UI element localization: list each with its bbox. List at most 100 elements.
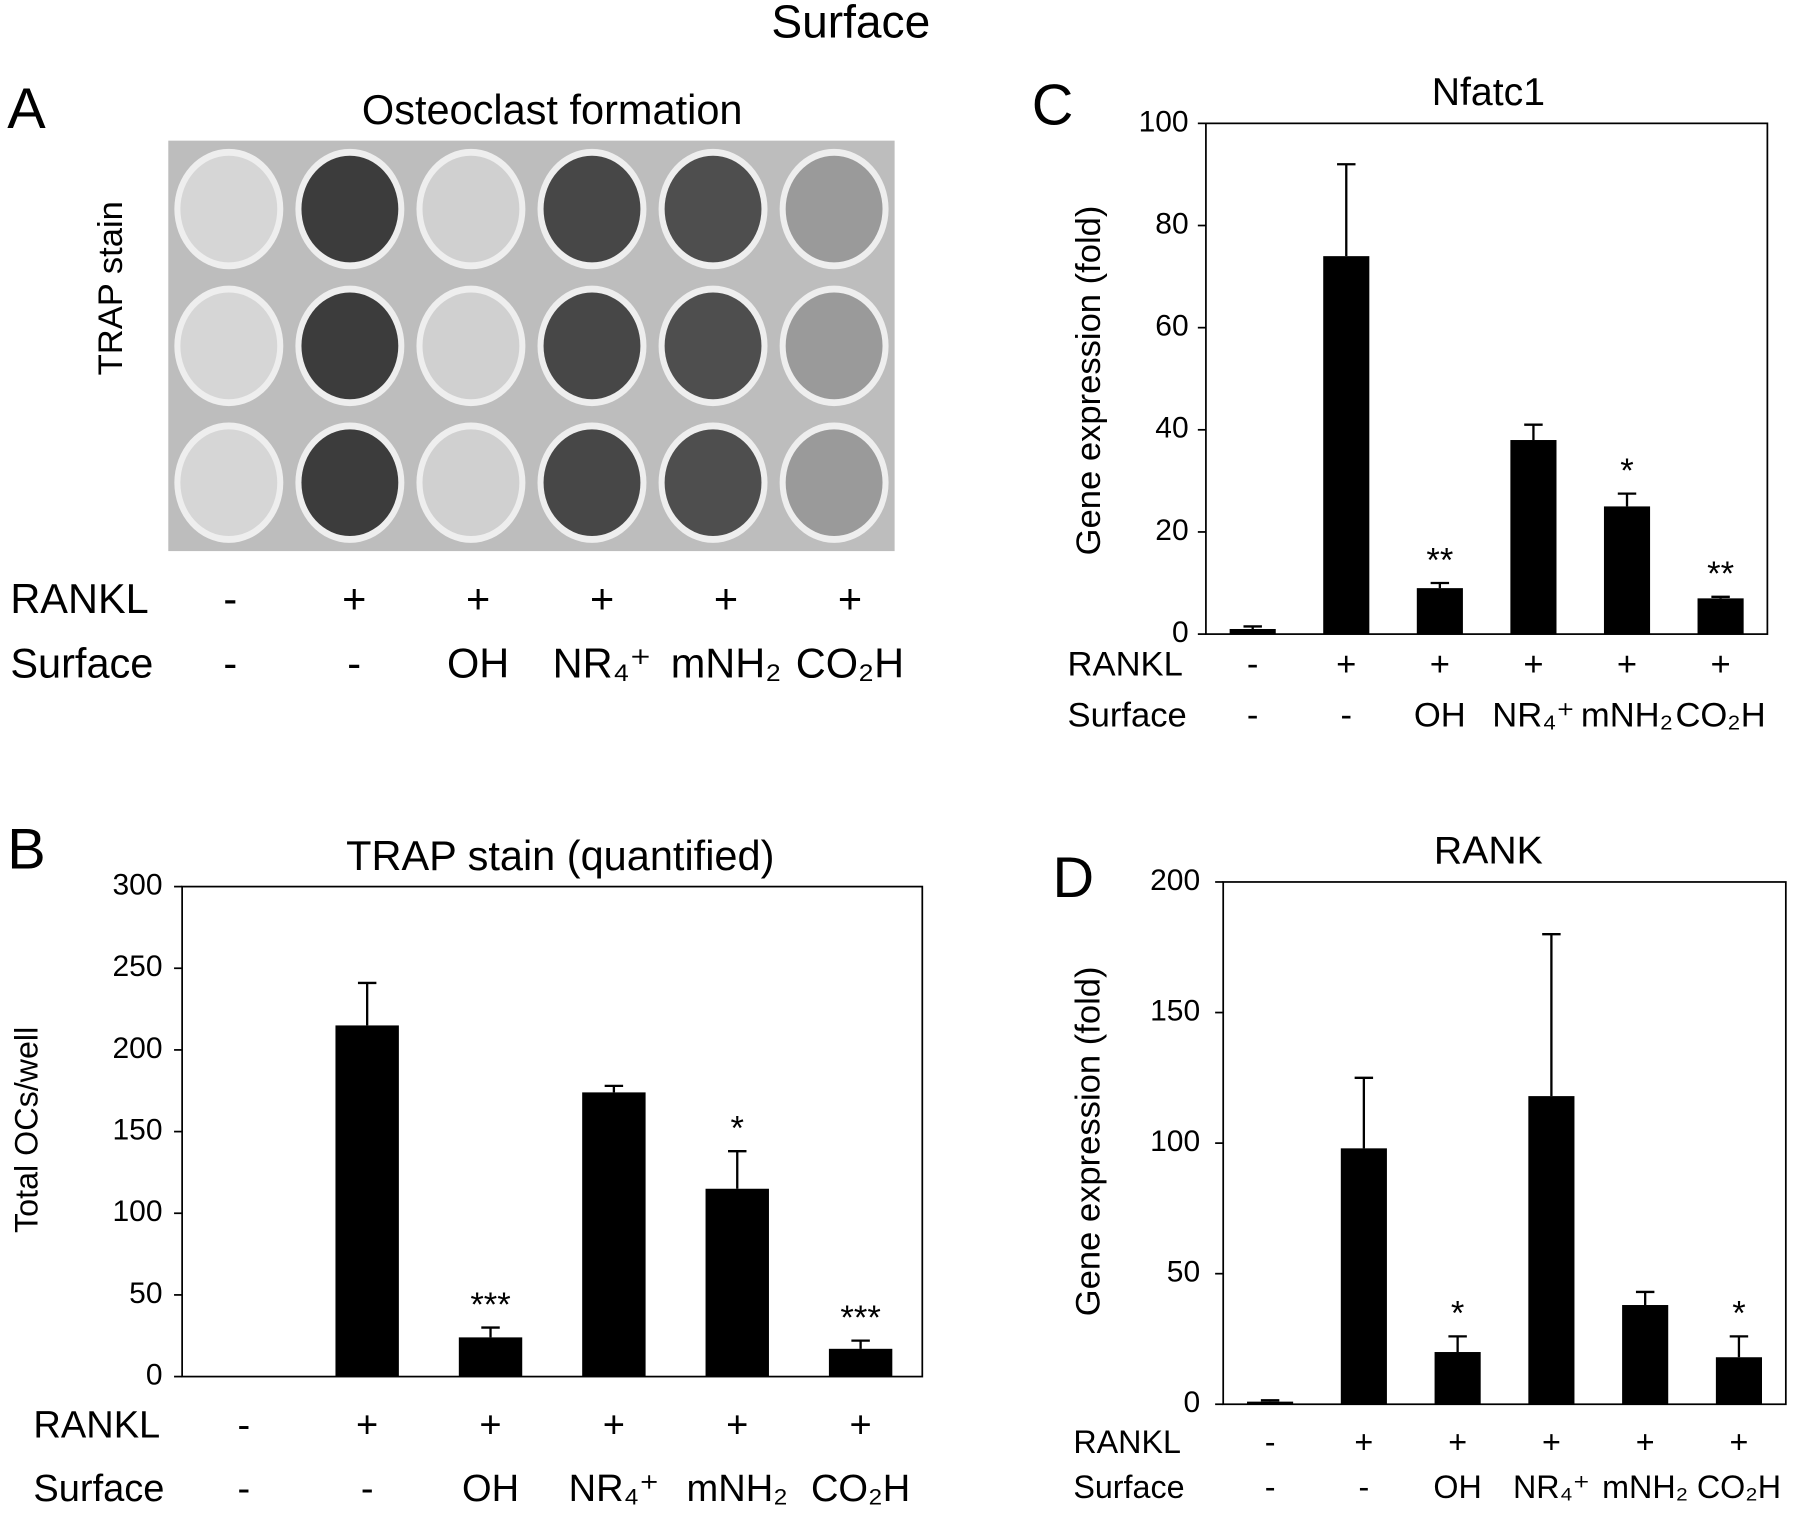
well-stain bbox=[422, 155, 520, 263]
well-stain bbox=[543, 155, 641, 263]
y-tick-label: 50 bbox=[1167, 1256, 1200, 1289]
y-tick-label: 60 bbox=[1155, 310, 1188, 343]
y-tick-label: 100 bbox=[1150, 1125, 1200, 1158]
treatment-name: Surface bbox=[33, 1468, 164, 1510]
bar bbox=[458, 1337, 523, 1377]
treatment-label: + bbox=[590, 575, 614, 622]
chart-title: Nfatc1 bbox=[1432, 71, 1545, 114]
y-tick-label: 20 bbox=[1155, 514, 1188, 547]
bar bbox=[1528, 1096, 1575, 1405]
bar bbox=[1622, 1305, 1669, 1405]
treatment-label: + bbox=[850, 1404, 872, 1446]
treatment-label: OH bbox=[462, 1468, 519, 1510]
bar bbox=[1510, 440, 1557, 635]
panel-label: B bbox=[7, 817, 45, 881]
treatment-label: + bbox=[1336, 646, 1356, 684]
bar bbox=[705, 1188, 769, 1377]
well-stain bbox=[785, 292, 883, 400]
treatment-label: + bbox=[356, 1404, 378, 1446]
treatment-label: - bbox=[1265, 1469, 1276, 1505]
treatment-label: + bbox=[342, 575, 366, 622]
chart-title: Osteoclast formation bbox=[362, 86, 743, 133]
well-stain bbox=[664, 292, 762, 400]
significance-label: * bbox=[1451, 1295, 1464, 1333]
y-axis-label: Gene expression (fold) bbox=[1070, 966, 1108, 1316]
y-tick-label: 0 bbox=[146, 1359, 163, 1392]
well-stain bbox=[422, 292, 520, 400]
well-stain bbox=[422, 429, 520, 537]
treatment-label: - bbox=[1341, 696, 1353, 734]
error-bar bbox=[728, 1150, 747, 1189]
y-tick-label: 40 bbox=[1155, 412, 1188, 445]
significance-label: * bbox=[731, 1110, 744, 1148]
well-stain bbox=[543, 292, 641, 400]
plot-frame bbox=[1205, 122, 1769, 635]
treatment-label: + bbox=[1636, 1424, 1655, 1460]
treatment-label: + bbox=[726, 1404, 748, 1446]
treatment-label: + bbox=[603, 1404, 625, 1446]
panel-label: D bbox=[1053, 846, 1095, 910]
panel-label: A bbox=[7, 77, 46, 141]
treatment-label: - bbox=[1265, 1424, 1276, 1460]
y-tick-label: 300 bbox=[113, 869, 163, 902]
treatment-name: RANKL bbox=[10, 575, 148, 622]
treatment-label: - bbox=[1247, 646, 1259, 684]
treatment-label: CO₂H bbox=[1675, 696, 1765, 734]
bar bbox=[1340, 1148, 1387, 1405]
error-bar bbox=[1617, 492, 1637, 507]
bar bbox=[1416, 588, 1463, 635]
significance-label: *** bbox=[470, 1286, 510, 1324]
bar bbox=[335, 1025, 399, 1377]
chart-title: RANK bbox=[1434, 830, 1543, 873]
treatment-label: - bbox=[347, 639, 361, 686]
treatment-label: + bbox=[1523, 646, 1543, 684]
treatment-label: CO₂H bbox=[796, 639, 904, 686]
bar bbox=[828, 1348, 893, 1377]
treatment-label: CO₂H bbox=[1697, 1469, 1781, 1505]
treatment-name: RANKL bbox=[33, 1404, 160, 1446]
treatment-label: + bbox=[466, 575, 490, 622]
error-bar bbox=[481, 1326, 500, 1338]
y-tick-label: 80 bbox=[1155, 207, 1188, 240]
error-bar bbox=[1260, 1399, 1280, 1402]
error-bar bbox=[357, 981, 377, 1026]
well-stain bbox=[180, 292, 278, 400]
bar bbox=[1247, 1401, 1294, 1405]
treatment-label: + bbox=[1617, 646, 1637, 684]
well-stain bbox=[301, 429, 399, 537]
treatment-label: mNH₂ bbox=[1602, 1469, 1688, 1505]
y-tick-label: 250 bbox=[113, 950, 163, 983]
treatment-label: - bbox=[1247, 696, 1259, 734]
y-tick-label: 200 bbox=[1150, 864, 1200, 897]
y-tick-label: 0 bbox=[1172, 616, 1189, 649]
y-tick-label: 200 bbox=[113, 1032, 163, 1065]
y-axis-label: TRAP stain bbox=[92, 201, 130, 375]
plate-photo bbox=[168, 140, 895, 552]
treatment-label: OH bbox=[1433, 1469, 1481, 1505]
treatment-name: Surface bbox=[1073, 1469, 1184, 1505]
bar bbox=[1715, 1357, 1762, 1405]
treatment-label: - bbox=[1358, 1469, 1369, 1505]
treatment-label: CO₂H bbox=[811, 1468, 910, 1510]
significance-label: ** bbox=[1426, 541, 1453, 579]
treatment-label: NR₄⁺ bbox=[553, 639, 652, 686]
well-stain bbox=[664, 429, 762, 537]
figure-title: Surface bbox=[771, 0, 930, 48]
treatment-label: mNH₂ bbox=[671, 639, 782, 686]
significance-label: * bbox=[1620, 452, 1633, 490]
y-tick-label: 0 bbox=[1183, 1386, 1200, 1419]
treatment-label: + bbox=[1710, 646, 1730, 684]
treatment-label: - bbox=[361, 1468, 374, 1510]
error-bar bbox=[1448, 1335, 1467, 1353]
plot-frame bbox=[1222, 881, 1787, 1406]
treatment-label: + bbox=[1730, 1424, 1749, 1460]
significance-label: ** bbox=[1707, 555, 1734, 593]
treatment-label: + bbox=[838, 575, 862, 622]
error-bar bbox=[1635, 1290, 1655, 1306]
treatment-label: - bbox=[223, 639, 237, 686]
bar bbox=[582, 1092, 646, 1377]
error-bar bbox=[1243, 625, 1262, 629]
significance-label: * bbox=[1732, 1295, 1745, 1333]
well-stain bbox=[785, 155, 883, 263]
treatment-name: Surface bbox=[1068, 696, 1187, 734]
